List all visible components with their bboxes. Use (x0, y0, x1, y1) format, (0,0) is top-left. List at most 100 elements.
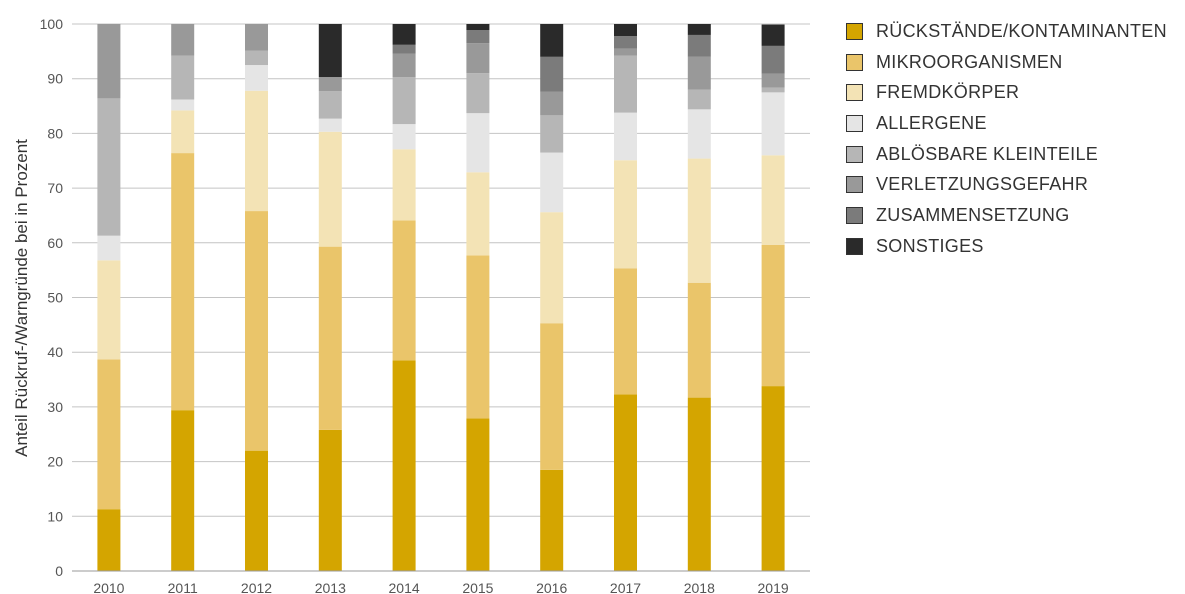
legend-item: FREMDKÖRPER (846, 77, 1167, 108)
bars (97, 24, 785, 571)
y-tick-label: 40 (47, 344, 63, 360)
legend: RÜCKSTÄNDE/KONTAMINANTEN MIKROORGANISMEN F… (846, 16, 1167, 262)
x-tick-label: 2010 (93, 580, 124, 594)
bar-segment (466, 113, 490, 173)
x-tick-label: 2012 (241, 580, 272, 594)
bar-segment (687, 24, 711, 35)
legend-item: ZUSAMMENSETZUNG (846, 200, 1167, 231)
y-axis-ticks: 0 10 20 30 40 50 60 70 80 90 100 (40, 16, 64, 579)
bar-segment (614, 24, 637, 37)
legend-label: ALLERGENE (876, 112, 987, 133)
bar-segment (687, 109, 711, 159)
bar-segment (614, 394, 637, 571)
y-tick-label: 50 (47, 290, 63, 306)
legend-swatch (846, 53, 863, 71)
bar-segment (466, 418, 490, 571)
y-tick-label: 60 (47, 235, 63, 251)
bar-segment (540, 469, 564, 571)
legend-swatch (846, 22, 863, 40)
legend-label: VERLETZUNGSGEFAHR (876, 174, 1089, 195)
bar-segment (245, 90, 268, 212)
bar-segment (687, 89, 711, 110)
y-tick-label: 30 (47, 399, 63, 415)
bar-segment (540, 24, 564, 57)
bar-segment (540, 152, 564, 213)
legend-label: ZUSAMMENSETZUNG (876, 204, 1070, 225)
bar-segment (245, 211, 268, 451)
bar-segment (392, 77, 416, 125)
legend-swatch (846, 206, 863, 224)
bar-segment (392, 24, 416, 45)
x-tick-label: 2017 (610, 580, 641, 594)
gridlines (72, 23, 810, 517)
x-tick-label: 2014 (389, 580, 420, 594)
legend-swatch (846, 145, 863, 163)
bar-segment (540, 323, 564, 470)
bar-segment (614, 36, 637, 49)
bar-segment (466, 30, 490, 44)
bar-segment (540, 115, 564, 153)
bar-segment (245, 65, 268, 91)
bar-segment (540, 212, 564, 324)
legend-label: SONSTIGES (876, 235, 984, 256)
bar-segment (97, 509, 121, 571)
x-tick-label: 2015 (462, 580, 493, 594)
bar-segment (318, 77, 342, 92)
bar-segment (466, 255, 490, 419)
x-axis-ticks: 2010 2011 2012 2013 2014 2015 2016 2017 2018 2019 (93, 580, 789, 594)
legend-item: VERLETZUNGSGEFAHR (846, 169, 1167, 200)
bar-segment (540, 91, 564, 116)
bar-segment (171, 410, 195, 571)
bar-segment (318, 91, 342, 119)
bar-segment (392, 149, 416, 221)
bar-segment (171, 153, 195, 411)
bar-segment (245, 50, 268, 66)
bar-segment (687, 282, 711, 398)
legend-swatch (846, 237, 863, 255)
bar-segment (466, 172, 490, 256)
x-tick-label: 2016 (536, 580, 567, 594)
bar-segment (761, 45, 785, 74)
legend-label: ABLÖSBARE KLEINTEILE (876, 143, 1099, 164)
y-tick-label: 100 (40, 16, 64, 32)
bar-segment (318, 131, 342, 247)
legend-label: FREMDKÖRPER (876, 82, 1020, 103)
bar-segment (687, 34, 711, 57)
bar-segment (97, 98, 121, 236)
bar-segment (466, 73, 490, 114)
bar-segment (171, 99, 195, 111)
y-tick-label: 20 (47, 454, 63, 470)
y-tick-label: 90 (47, 71, 63, 87)
bar-segment (614, 48, 637, 56)
bar-segment (97, 235, 121, 261)
legend-swatch (846, 176, 863, 194)
bar-segment (171, 55, 195, 100)
bar-segment (318, 24, 342, 78)
legend-item: MIKROORGANISMEN (846, 47, 1167, 78)
bar-segment (540, 56, 564, 92)
bar-segment (761, 87, 785, 93)
x-tick-label: 2011 (168, 580, 198, 594)
y-tick-label: 70 (47, 180, 63, 196)
bar-segment (761, 386, 785, 571)
bar-segment (466, 43, 490, 74)
bar-segment (318, 246, 342, 430)
bar-segment (761, 92, 785, 156)
legend-swatch (846, 114, 863, 132)
bar-segment (761, 155, 785, 245)
bar-segment (392, 360, 416, 571)
y-tick-label: 10 (47, 508, 63, 524)
legend-swatch (846, 84, 863, 102)
bar-segment (614, 268, 637, 395)
bar-segment (392, 53, 416, 78)
legend-item: ALLERGENE (846, 108, 1167, 139)
bar-segment (614, 160, 637, 269)
bar-segment (97, 359, 121, 510)
bar-segment (245, 24, 268, 51)
legend-item: ABLÖSBARE KLEINTEILE (846, 139, 1167, 170)
bar-segment (245, 450, 268, 571)
legend-label: RÜCKSTÄNDE/KONTAMINANTEN (876, 20, 1167, 41)
legend-label: MIKROORGANISMEN (876, 51, 1063, 72)
bar-segment (761, 24, 785, 46)
bar-segment (687, 56, 711, 90)
